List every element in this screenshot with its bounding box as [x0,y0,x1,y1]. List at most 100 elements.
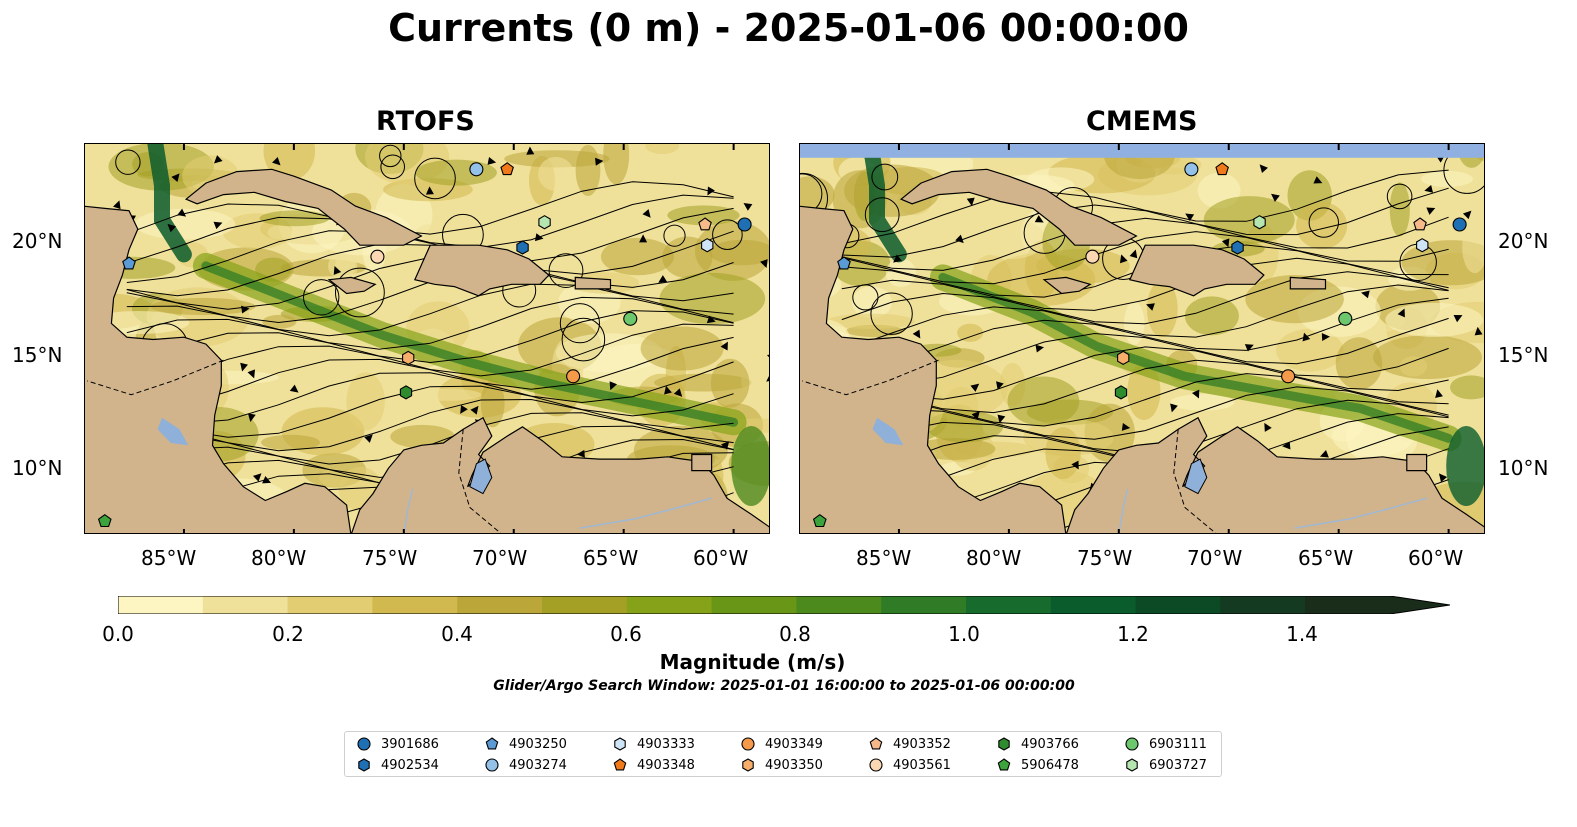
legend-marker-shape [614,737,626,751]
legend-marker-hexagon-icon [614,737,626,751]
cmems-stream-arrow [1438,473,1448,483]
cmems-float-4903250 [837,256,851,270]
cmems-streamline [841,231,1449,285]
cmems-float-4903348 [1215,162,1229,176]
legend-label: 4903352 [893,736,951,752]
legend-label: 6903727 [1149,757,1207,773]
rtofs-stream-arrow [526,146,535,155]
rtofs-eddy-streamline [548,253,584,288]
colorbar-tick-5: 1.0 [948,622,980,646]
cmems-stream-arrow [1424,184,1434,193]
cmems-speed-patch [1335,337,1383,390]
legend-marker-pentagon-icon [997,758,1011,771]
legend-item-4903250: 4903250 [483,736,567,752]
rtofs-speed-patch [262,314,297,329]
lat-label-right-20: 20°N [1498,229,1549,253]
colorbar-segment [542,596,628,614]
legend-marker-shape [1126,758,1138,772]
cmems-streamline [841,386,1449,440]
cmems-eddy-streamline [1308,207,1339,238]
float-legend: 3901686 4902534 4903250 4903274 4903333 49033… [344,731,1222,777]
cmems-float-4903766 [1114,385,1128,400]
lat-label-right-15: 15°N [1498,343,1549,367]
legend-label: 5906478 [1021,757,1079,773]
colorbar-tick-6: 1.2 [1117,622,1149,646]
rtofs-speed-patch [328,252,356,280]
cmems-streamline [841,317,1449,387]
cmems-land-central-america [800,205,1067,533]
legend-label: 4903561 [893,757,951,773]
rtofs-land-trinidad [691,453,713,472]
cmems-stream-arrow [1129,249,1138,259]
rtofs-streamline [126,310,734,366]
legend-label: 3901686 [381,736,439,752]
cmems-stream-arrow [1271,193,1280,202]
rtofs-streamline [126,207,734,283]
legend-marker-shape [485,758,499,772]
rtofs-eddy-streamline [379,144,402,168]
legend-item-4902534: 4902534 [355,757,439,773]
rtofs-eddy-streamline [663,224,686,247]
rtofs-float-6903111 [623,311,638,326]
colorbar-tick-4: 0.8 [779,622,811,646]
lon-label-right-65: 65°W [1298,546,1354,570]
search-window-note: Glider/Argo Search Window: 2025-01-01 16… [493,678,1075,694]
lon-label-left-65: 65°W [583,546,639,570]
legend-item-6903727: 6903727 [1123,757,1207,773]
cmems-streamline [841,216,1449,271]
cmems-float-4903333 [1416,238,1429,253]
legend-marker-shape [613,758,627,771]
rtofs-land-central-america [85,205,352,533]
colorbar-tick-3: 0.6 [610,622,642,646]
cmems-float-4903350 [1117,350,1130,366]
rtofs-speed-patch [415,159,497,186]
rtofs-stream-arrow [241,305,250,314]
cmems-missing-data-strip [800,144,1484,158]
legend-label: 4903348 [637,757,695,773]
legend-marker-circle-icon [485,758,499,772]
rtofs-streamline [126,181,734,235]
colorbar-tick-7: 1.4 [1286,622,1318,646]
rtofs-stream-arrow [460,404,468,414]
colorbar-segment [1135,596,1221,614]
cmems-float-4903274 [1184,162,1199,177]
cmems-speed-patch [1146,280,1178,338]
cmems-stream-arrow [970,383,980,392]
rtofs-eddy-streamline [303,279,340,316]
legend-marker-shape [998,737,1010,751]
rtofs-stream-arrow [247,413,256,422]
cmems-land-trinidad [1406,453,1428,472]
rtofs-speed-patch [710,358,750,408]
legend-item-4903349: 4903349 [739,736,823,752]
legend-marker-shape [741,737,755,751]
legend-marker-shape [1125,737,1139,751]
rtofs-float-4903333 [701,238,714,253]
rtofs-float-6903727 [538,215,551,230]
rtofs-stream-arrow [177,208,187,217]
cmems-map-canvas [800,144,1484,533]
legend-marker-pentagon-icon [869,737,883,750]
legend-marker-circle-icon [357,737,371,751]
legend-label: 4902534 [381,757,439,773]
legend-label: 4903250 [509,736,567,752]
cmems-streamline [841,373,1449,427]
cmems-stream-arrow [955,234,964,244]
rtofs-stream-arrow [333,265,342,275]
cmems-eddy-streamline [852,284,879,311]
cmems-stream-arrow [966,197,975,207]
legend-label: 4903333 [637,736,695,752]
cmems-speed-patch [1462,221,1484,274]
cmems-stream-arrow [1191,389,1200,399]
rtofs-stream-arrow [364,434,373,443]
rtofs-stream-arrow [213,221,223,230]
rtofs-float-4903274 [469,162,484,177]
cmems-atlantic-eddy [1446,426,1484,506]
legend-item-6903111: 6903111 [1123,736,1207,752]
cmems-stream-arrow [996,381,1004,391]
cmems-speed-patch [1007,376,1080,427]
legend-item-4903274: 4903274 [483,757,567,773]
rtofs-stream-arrow [707,186,715,196]
cmems-stream-arrow [1453,315,1463,323]
cmems-streamline [841,284,1449,352]
rtofs-stream-arrow [240,362,248,372]
